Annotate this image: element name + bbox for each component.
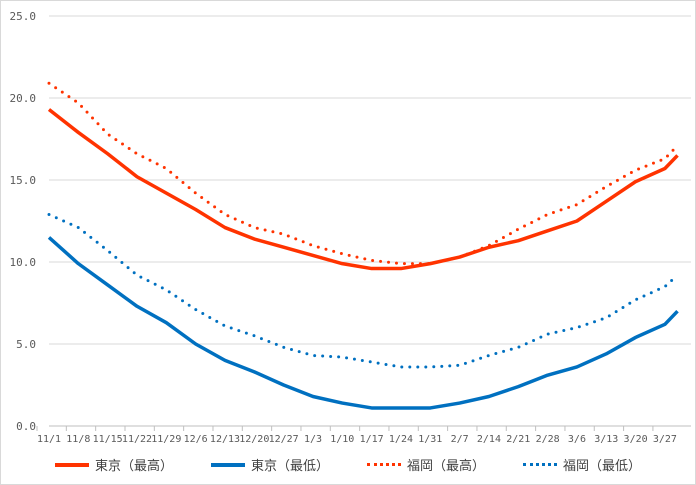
y-tick-label: 20.0	[10, 92, 37, 105]
x-tick-label: 1/24	[389, 434, 413, 445]
x-tick-label: 3/20	[624, 434, 648, 445]
legend-item: 福岡（最低）	[523, 455, 641, 474]
x-tick-label: 1/3	[304, 434, 322, 445]
x-tick-label: 1/10	[330, 434, 354, 445]
x-tick-label: 12/6	[184, 434, 208, 445]
legend: 東京（最高） 東京（最低） 福岡（最高） 福岡（最低）	[1, 455, 695, 474]
y-tick-label: 0.0	[16, 420, 36, 433]
x-tick-label: 12/13	[210, 434, 240, 445]
x-tick-label: 2/28	[536, 434, 560, 445]
x-tick-label: 11/8	[66, 434, 90, 445]
legend-label: 福岡（最低）	[563, 459, 642, 474]
x-tick-label: 2/21	[506, 434, 530, 445]
legend-swatch	[523, 463, 558, 466]
x-tick-label: 12/20	[239, 434, 269, 445]
legend-swatch	[54, 462, 89, 467]
y-tick-label: 10.0	[10, 256, 37, 269]
legend-label: 福岡（最高）	[407, 459, 486, 474]
series-line-3	[47, 212, 679, 369]
y-tick-label: 5.0	[16, 338, 36, 351]
x-tick-label: 1/17	[360, 434, 384, 445]
x-tick-label: 2/14	[477, 434, 501, 445]
legend-item: 福岡（最高）	[367, 455, 485, 474]
series-line-2	[47, 81, 679, 266]
x-tick-label: 11/1	[37, 434, 61, 445]
legend-swatch	[210, 462, 245, 467]
y-tick-label: 15.0	[10, 174, 37, 187]
x-tick-label: 11/15	[93, 434, 123, 445]
legend-label: 東京（最低）	[250, 459, 329, 474]
y-tick-label: 25.0	[10, 10, 37, 23]
x-tick-label: 3/27	[653, 434, 677, 445]
x-tick-label: 11/22	[122, 434, 152, 445]
x-tick-label: 12/27	[269, 434, 299, 445]
legend-item: 東京（最高）	[54, 455, 173, 474]
legend-label: 東京（最高）	[94, 459, 173, 474]
x-tick-label: 11/29	[151, 434, 181, 445]
series-line-0	[47, 108, 679, 271]
x-tick-label: 3/6	[568, 434, 586, 445]
legend-swatch	[367, 463, 401, 466]
x-tick-label: 2/7	[451, 434, 469, 445]
x-tick-label: 3/13	[594, 434, 618, 445]
series-line-1	[47, 236, 679, 410]
legend-item: 東京（最低）	[210, 455, 329, 474]
x-tick-label: 1/31	[418, 434, 442, 445]
